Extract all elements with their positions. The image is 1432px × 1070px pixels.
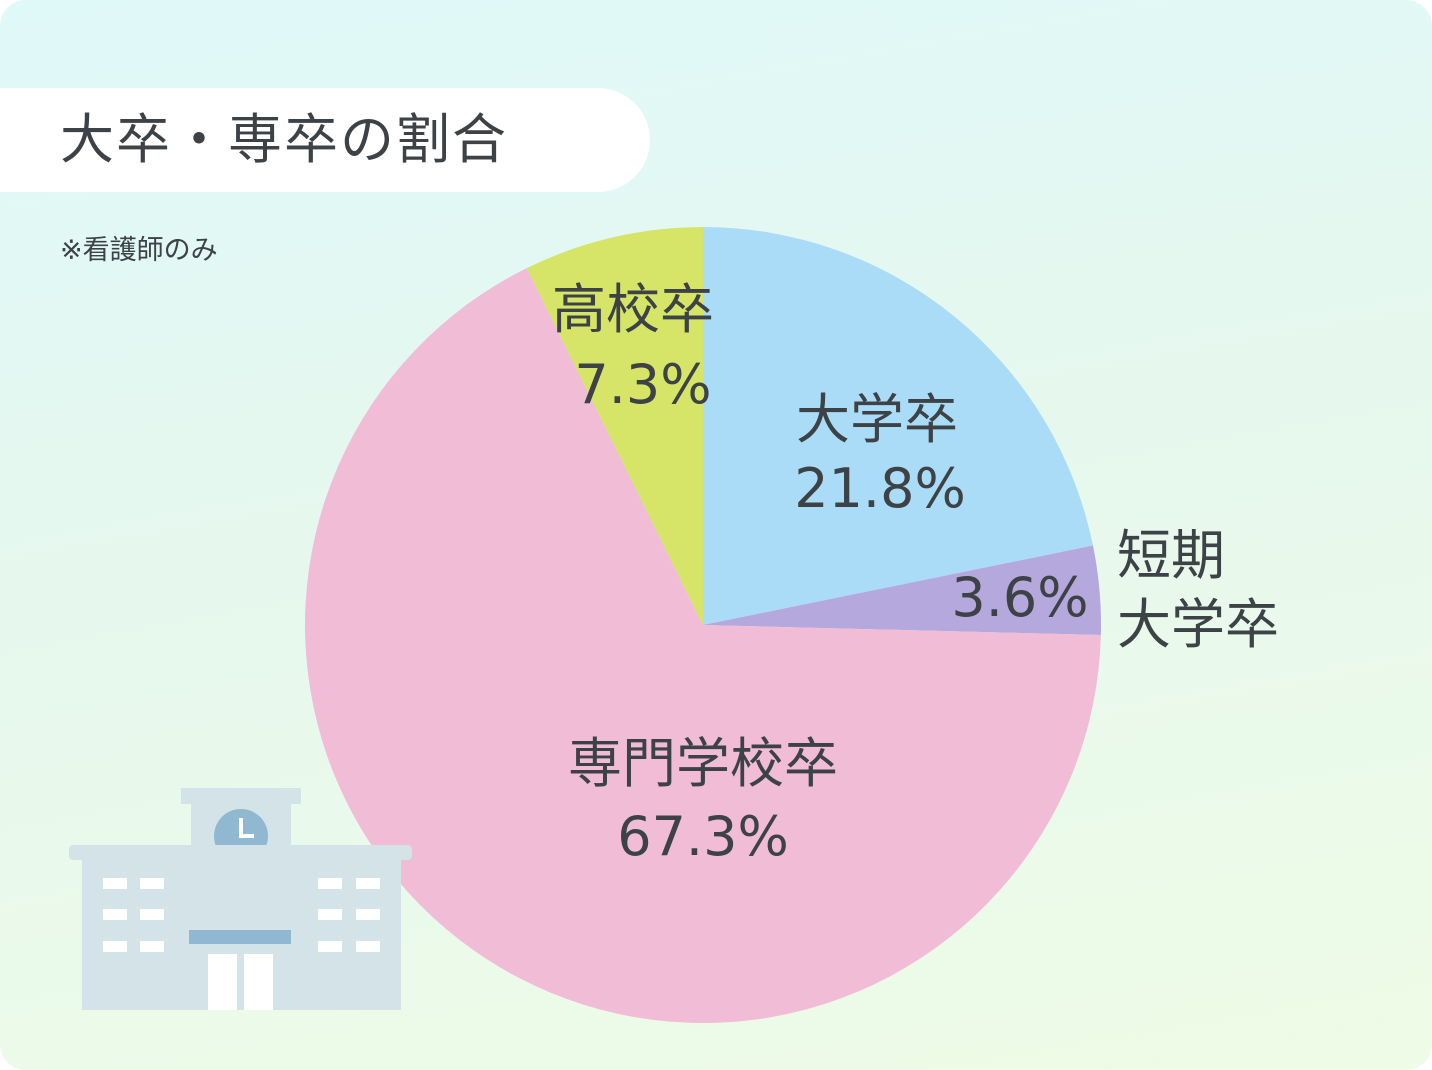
chart-title: 大卒・専卒の割合	[60, 108, 508, 171]
clock-hands	[239, 818, 254, 838]
school-window	[140, 909, 164, 920]
label-koukou: 高校卒	[552, 278, 714, 341]
label-daigaku: 大学卒	[796, 388, 958, 451]
school-window	[318, 878, 342, 889]
school-window	[140, 878, 164, 889]
school-windows	[103, 878, 380, 952]
pie-slices	[304, 227, 1101, 1024]
school-window	[103, 941, 127, 952]
pie-slice-0	[703, 227, 1093, 625]
title-pill	[0, 88, 650, 192]
school-window	[356, 878, 380, 889]
school-window	[140, 941, 164, 952]
school-window	[318, 941, 342, 952]
value-koukou: 7.3%	[574, 353, 711, 416]
school-roof	[69, 845, 412, 860]
value-daigaku: 21.8%	[794, 457, 966, 520]
pie-slice-3	[526, 227, 703, 625]
chart-note: ※看護師のみ	[60, 235, 218, 266]
school-window	[356, 941, 380, 952]
label-tanki-line2: 大学卒	[1117, 593, 1279, 656]
school-window	[103, 909, 127, 920]
pie-slice-1	[703, 545, 1101, 635]
value-tanki: 3.6%	[951, 566, 1088, 629]
value-senmon: 67.3%	[617, 805, 789, 868]
school-sign	[189, 930, 291, 944]
school-door-left	[208, 954, 237, 1010]
label-tanki-line1: 短期	[1117, 524, 1225, 587]
school-building-icon	[69, 788, 412, 1010]
school-window	[356, 909, 380, 920]
label-senmon: 専門学校卒	[568, 732, 838, 795]
school-window	[103, 878, 127, 889]
school-window	[318, 909, 342, 920]
pie-slice-2	[304, 268, 1101, 1024]
school-door-right	[244, 954, 273, 1010]
